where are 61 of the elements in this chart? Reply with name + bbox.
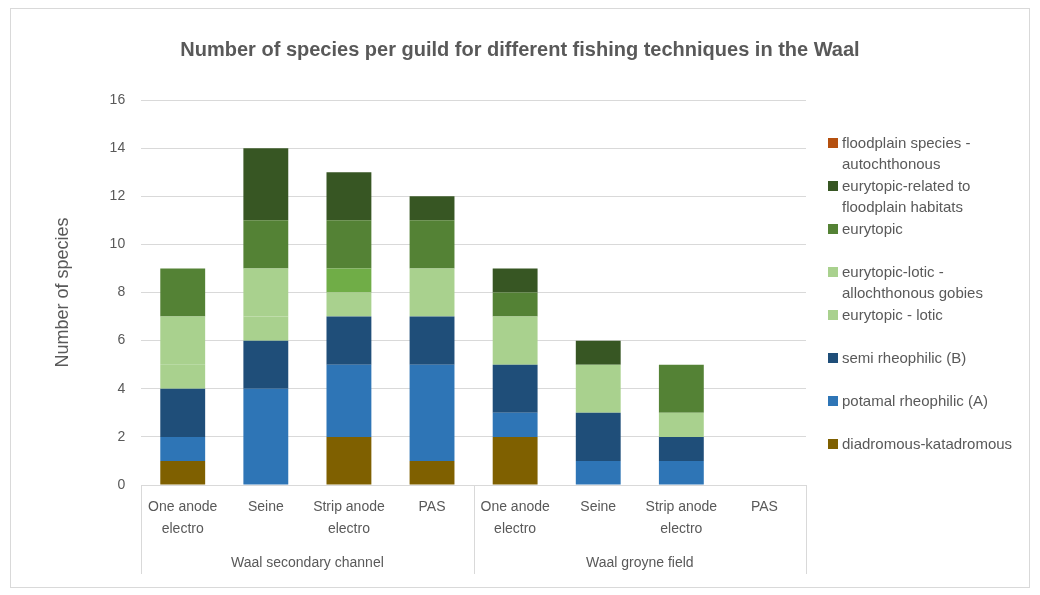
y-tick-label: 4 [117,379,126,396]
bar [243,388,289,485]
bar [658,436,704,461]
y-tick-label: 10 [109,235,126,252]
bar [409,268,455,317]
legend-label: eurytopic - lotic [842,305,944,325]
bar [575,412,621,461]
bar [575,340,621,365]
bar [160,268,206,317]
bar [658,364,704,413]
x-tick-label: Seine [247,497,284,514]
bar [326,292,372,317]
bar [243,148,289,221]
bar [575,364,621,413]
bar [243,340,289,389]
y-tick-label: 14 [109,138,126,155]
bar [409,364,455,461]
bar [492,436,538,485]
legend-label: semi rheophilic (B) [842,348,968,368]
bar [409,460,455,485]
bar [409,196,455,221]
y-axis-title: Number of species [51,217,72,368]
y-tick-label: 6 [117,331,126,348]
y-tick-label: 8 [117,283,126,300]
bar [243,220,289,269]
bar [409,220,455,269]
bar [492,412,538,437]
bar [160,436,206,461]
bar [326,436,372,485]
y-tick-label: 0 [117,475,126,492]
bar [409,316,455,365]
x-tick-label: Seine [580,497,617,514]
y-tick-label: 2 [117,427,126,444]
bar [326,316,372,365]
legend-label: eurytopic [842,219,904,239]
bar [326,172,372,221]
x-tick-label: Strip anode electro [313,497,385,536]
bar [492,268,538,293]
chart-title: Number of species per guild for different fishing techniques in the Waal [180,37,860,60]
bar [575,460,621,485]
bar [326,268,372,293]
bar [326,220,372,269]
bar [492,292,538,317]
y-tick-label: 16 [109,90,126,107]
y-tick-label: 12 [109,187,126,204]
x-tick-label: PAS [418,497,446,514]
bar [160,388,206,437]
x-tick-label: One anode electro [480,497,550,536]
legend-label: potamal rheophilic (A) [842,391,989,411]
x-tick-label: PAS [750,497,778,514]
bar [492,364,538,413]
bar [658,460,704,485]
text: Waal secondary channel [230,553,384,570]
x-tick-label: One anode electro [148,497,218,536]
bar [658,412,704,437]
x-tick-label: Strip anode electro [645,497,718,536]
bar [160,460,206,485]
text: Waal groyne field [585,553,694,570]
bar [492,316,538,365]
legend-label: diadromous-katadromous [842,434,1014,454]
bar [326,364,372,437]
